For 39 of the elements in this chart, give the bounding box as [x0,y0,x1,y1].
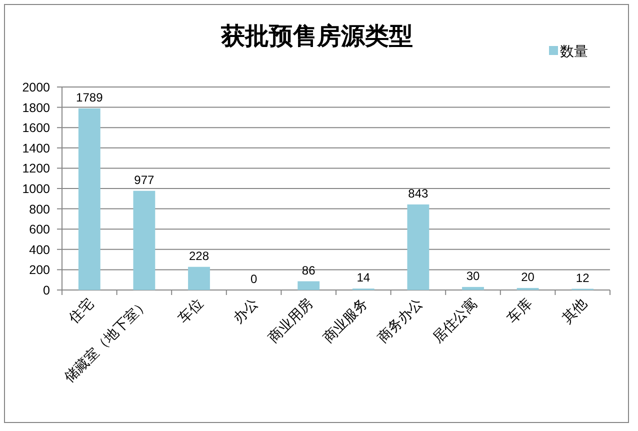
y-tick-label: 400 [29,242,50,257]
x-tick-label: 商业用房 [264,294,316,346]
data-label: 14 [356,270,370,285]
x-tick-label: 其他 [558,294,590,326]
bar [133,190,156,290]
y-tick-label: 800 [29,202,50,216]
data-label: 228 [188,248,210,263]
y-tick-label: 1200 [22,162,50,176]
data-label: 30 [466,268,480,283]
x-tick-label: 居住公寓 [429,294,480,346]
data-label: 977 [134,172,155,187]
data-label: 1789 [76,90,104,104]
chart-title: 获批预售房源类型 [220,23,413,50]
bar [407,204,430,290]
x-tick-label: 商务办公 [374,294,426,346]
y-tick-label: 0 [43,284,50,298]
x-tick-label: 商业服务 [320,294,371,346]
y-tick-label: 1600 [22,121,50,136]
y-tick-label: 1400 [22,141,50,156]
bar [188,266,210,290]
data-label: 12 [576,270,590,285]
y-tick-label: 2000 [22,80,50,94]
y-tick-label: 1800 [22,100,50,115]
bar [78,108,100,290]
x-tick-label: 车位 [175,294,206,326]
x-tick-label: 办公 [230,294,261,326]
legend: 数量 [549,43,588,59]
x-tick-label: 车库 [504,294,535,326]
y-tick-label: 1000 [22,182,50,196]
y-tick-label: 200 [29,263,50,278]
data-label: 86 [302,263,316,278]
bar [462,286,484,290]
x-tick-label: 住宅 [64,294,97,327]
legend-label: 数量 [560,43,588,59]
data-label: 0 [250,272,258,286]
y-tick-label: 600 [29,222,50,237]
data-label: 20 [521,270,535,284]
bar [298,281,320,290]
data-label: 843 [408,186,429,200]
